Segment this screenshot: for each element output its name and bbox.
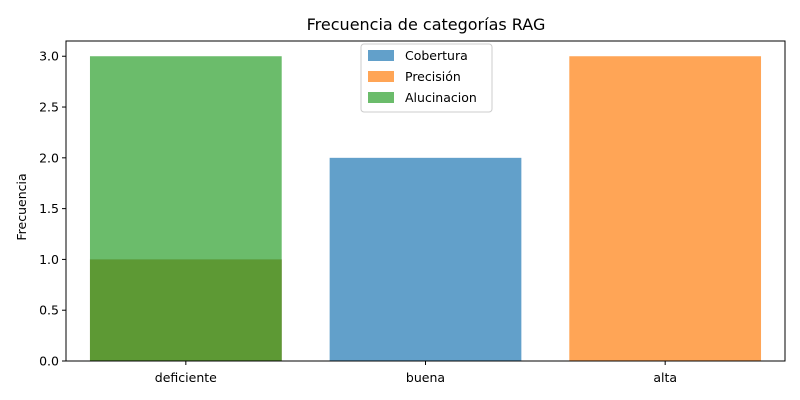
y-tick-label: 3.0 bbox=[39, 49, 59, 64]
y-tick-label: 1.0 bbox=[39, 252, 59, 267]
bar-precisión-alta bbox=[569, 56, 762, 362]
y-tick-label: 0.0 bbox=[39, 354, 59, 369]
y-axis-ticks: 0.0 0.5 1.0 1.5 2.0 2.5 3.0 bbox=[39, 49, 66, 369]
y-tick-label: 2.5 bbox=[39, 100, 59, 115]
legend-label-precisión: Precisión bbox=[405, 69, 461, 84]
y-tick-label: 0.5 bbox=[39, 303, 59, 318]
bars-group bbox=[89, 56, 762, 362]
legend-swatch-alucinacion bbox=[368, 92, 394, 103]
y-tick-label: 1.5 bbox=[39, 201, 59, 216]
y-tick-label: 2.0 bbox=[39, 150, 59, 165]
x-axis-ticks: deficiente buena alta bbox=[155, 361, 677, 385]
legend-label-cobertura: Cobertura bbox=[405, 48, 468, 63]
legend: Cobertura Precisión Alucinacion bbox=[360, 43, 493, 113]
chart-title: Frecuencia de categorías RAG bbox=[307, 15, 546, 34]
legend-swatch-cobertura bbox=[368, 50, 394, 61]
x-tick-label: buena bbox=[406, 370, 445, 385]
y-axis-label: Frecuencia bbox=[14, 173, 29, 240]
legend-swatch-precisión bbox=[368, 71, 394, 82]
legend-label-alucinacion: Alucinacion bbox=[405, 90, 477, 105]
x-tick-label: deficiente bbox=[155, 370, 217, 385]
bar-cobertura-buena bbox=[329, 157, 522, 361]
bar-alucinacion-deficiente bbox=[89, 56, 282, 362]
x-tick-label: alta bbox=[653, 370, 677, 385]
